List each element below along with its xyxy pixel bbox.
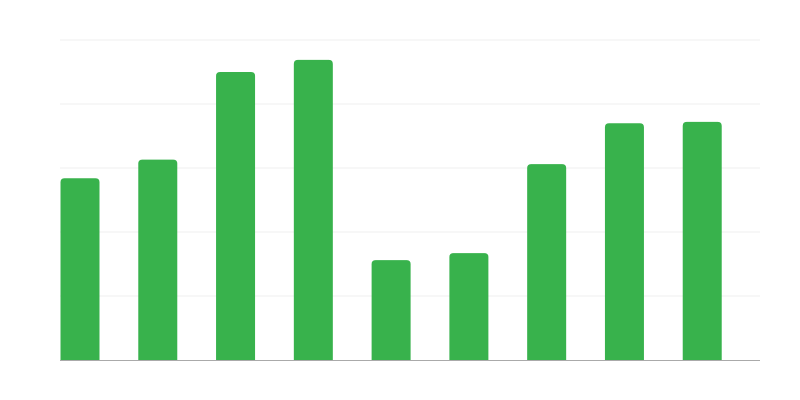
bar: [293, 59, 333, 361]
bar: [682, 121, 722, 360]
bar: [371, 260, 411, 360]
bar: [138, 159, 178, 360]
bar: [60, 178, 100, 360]
bar: [216, 72, 256, 360]
bar: [527, 164, 567, 360]
bar: [604, 123, 644, 360]
bar: [449, 253, 489, 360]
